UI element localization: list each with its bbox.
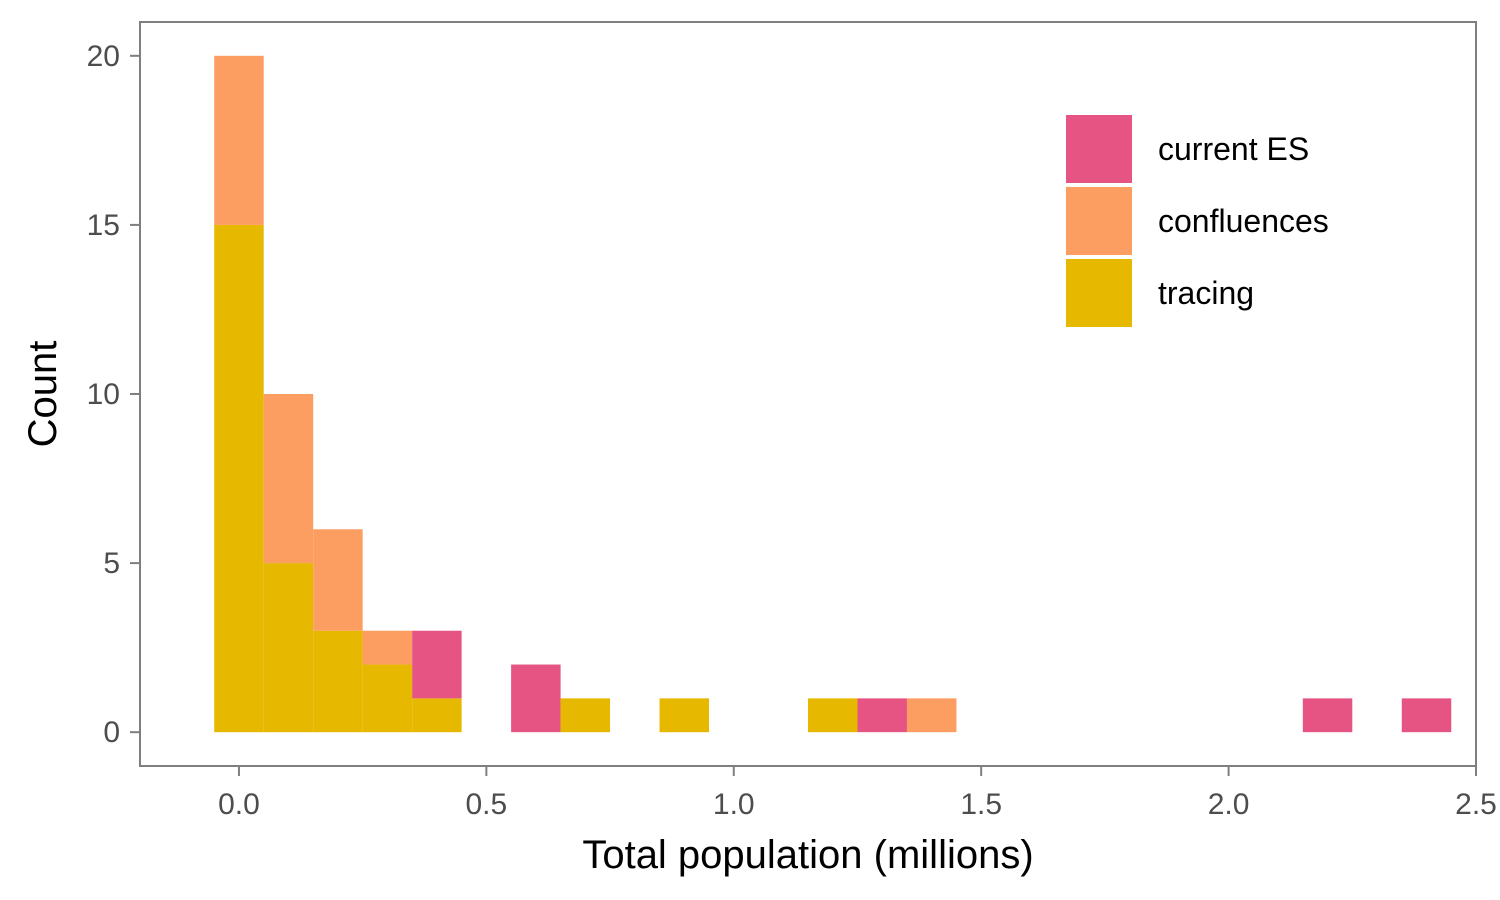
y-tick-label: 5: [103, 547, 120, 580]
x-axis: 0.0 0.5 1.0 1.5 2.0 2.5: [218, 766, 1497, 821]
bar-confluences: [362, 630, 413, 665]
y-axis-title: Count: [21, 341, 65, 448]
bar-confluences: [263, 394, 314, 564]
bar-confluences: [214, 55, 264, 225]
bar-tracing: [313, 630, 363, 733]
bar-tracing: [412, 698, 462, 733]
x-tick-label: 2.0: [1208, 788, 1250, 821]
legend: current ES confluences tracing: [1066, 115, 1329, 327]
y-axis: 0 5 10 15 20: [87, 40, 140, 749]
x-tick-label: 2.5: [1455, 788, 1497, 821]
y-tick-label: 20: [87, 40, 120, 73]
bar-tracing: [560, 698, 611, 733]
x-tick-label: 1.0: [713, 788, 755, 821]
x-axis-title: Total population (millions): [582, 833, 1033, 877]
x-tick-label: 1.5: [960, 788, 1002, 821]
bar-current-es: [1302, 698, 1353, 733]
bar-confluences: [906, 698, 957, 733]
x-tick-label: 0.5: [466, 788, 508, 821]
legend-label-current-es: current ES: [1158, 131, 1309, 167]
legend-label-tracing: tracing: [1158, 275, 1254, 311]
bar-current-es: [511, 664, 561, 733]
legend-swatch-current-es: [1066, 115, 1132, 183]
bar-tracing: [808, 698, 858, 733]
bar-tracing: [263, 563, 314, 733]
bar-tracing: [214, 224, 264, 733]
bars-layer: [214, 55, 1452, 733]
bar-confluences: [313, 529, 363, 631]
x-tick-label: 0.0: [218, 788, 260, 821]
legend-swatch-tracing: [1066, 259, 1132, 327]
bar-current-es: [857, 698, 907, 733]
legend-label-confluences: confluences: [1158, 203, 1329, 239]
bar-current-es: [412, 630, 462, 699]
y-tick-label: 10: [87, 378, 120, 411]
bar-current-es: [1401, 698, 1452, 733]
y-tick-label: 15: [87, 209, 120, 242]
y-tick-label: 0: [103, 716, 120, 749]
bar-tracing: [659, 698, 710, 733]
legend-swatch-confluences: [1066, 187, 1132, 255]
bar-tracing: [362, 664, 413, 733]
